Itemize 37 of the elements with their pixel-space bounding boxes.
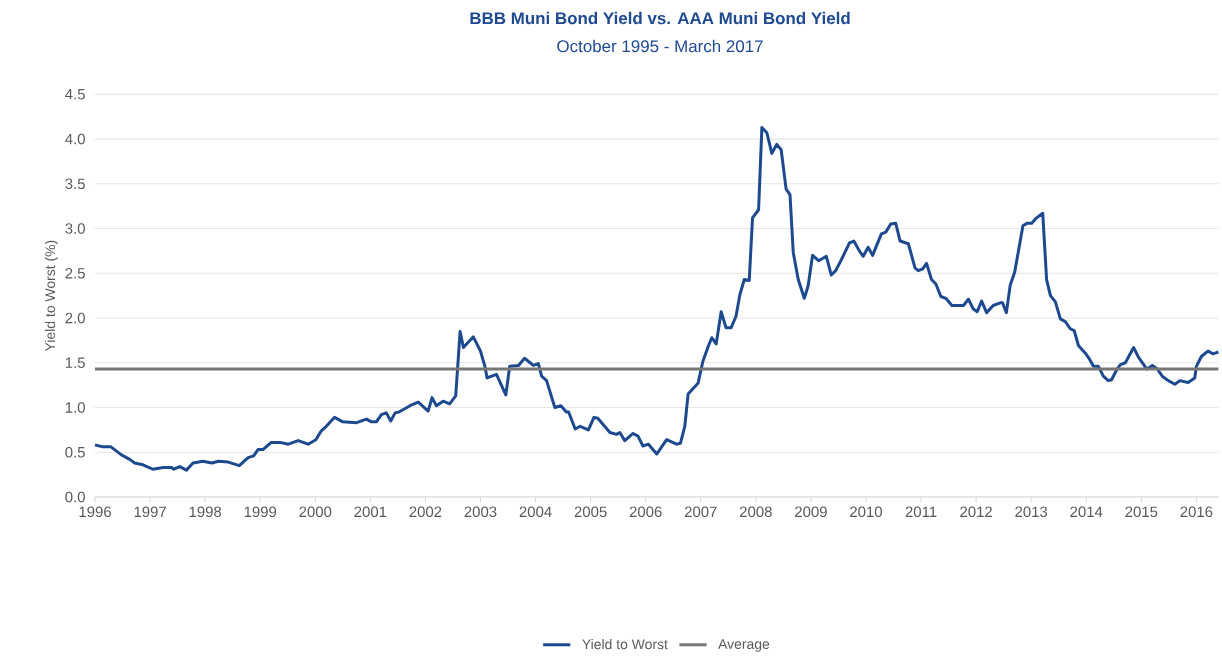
y-axis-title: Yield to Worst (%): [44, 240, 58, 352]
x-tick-label: 1998: [189, 506, 222, 518]
y-tick-label: 2.5: [65, 267, 85, 279]
chart-subtitle: October 1995 - March 2017: [557, 39, 763, 53]
x-tick-label: 2016: [1180, 506, 1213, 518]
x-tick-label: 2000: [299, 506, 332, 518]
x-tick-label: 2007: [684, 506, 717, 518]
x-tick-label: 2009: [795, 506, 827, 518]
x-tick-label: 1996: [79, 506, 111, 518]
legend-label: Yield to Worst: [582, 638, 668, 650]
x-tick-label: 2003: [464, 506, 497, 518]
x-tick-label: 2004: [519, 506, 552, 518]
x-tick-label: 2010: [850, 506, 882, 518]
x-tick-label: 2002: [409, 506, 442, 518]
x-tick-label: 2015: [1125, 506, 1158, 518]
chart-title: BBB Muni Bond Yield vs. AAA Muni Bond Yield: [470, 11, 850, 25]
y-tick-label: 1.0: [65, 402, 85, 413]
y-tick-label: 3.5: [65, 178, 85, 190]
x-tick-label: 2008: [739, 506, 772, 518]
y-tick-label: 0.0: [65, 491, 85, 503]
y-tick-label: 4.0: [65, 133, 85, 145]
x-tick-label: 2006: [629, 506, 662, 518]
x-tick-label: 2012: [960, 506, 992, 518]
x-tick-label: 2011: [905, 506, 937, 518]
y-tick-label: 4.5: [65, 89, 85, 100]
y-tick-label: 0.5: [65, 446, 85, 458]
x-tick-label: 2014: [1070, 506, 1103, 518]
legend-label: Average: [718, 639, 770, 652]
y-tick-label: 1.5: [65, 357, 85, 368]
x-tick-label: 2013: [1015, 506, 1048, 518]
x-tick-label: 2001: [354, 506, 387, 518]
y-tick-label: 3.0: [65, 223, 85, 234]
x-tick-label: 1999: [244, 506, 277, 518]
y-tick-label: 2.0: [65, 312, 85, 324]
line-series: [93, 125, 1220, 472]
x-tick-label: 1997: [134, 506, 166, 518]
x-tick-label: 2005: [574, 506, 607, 518]
